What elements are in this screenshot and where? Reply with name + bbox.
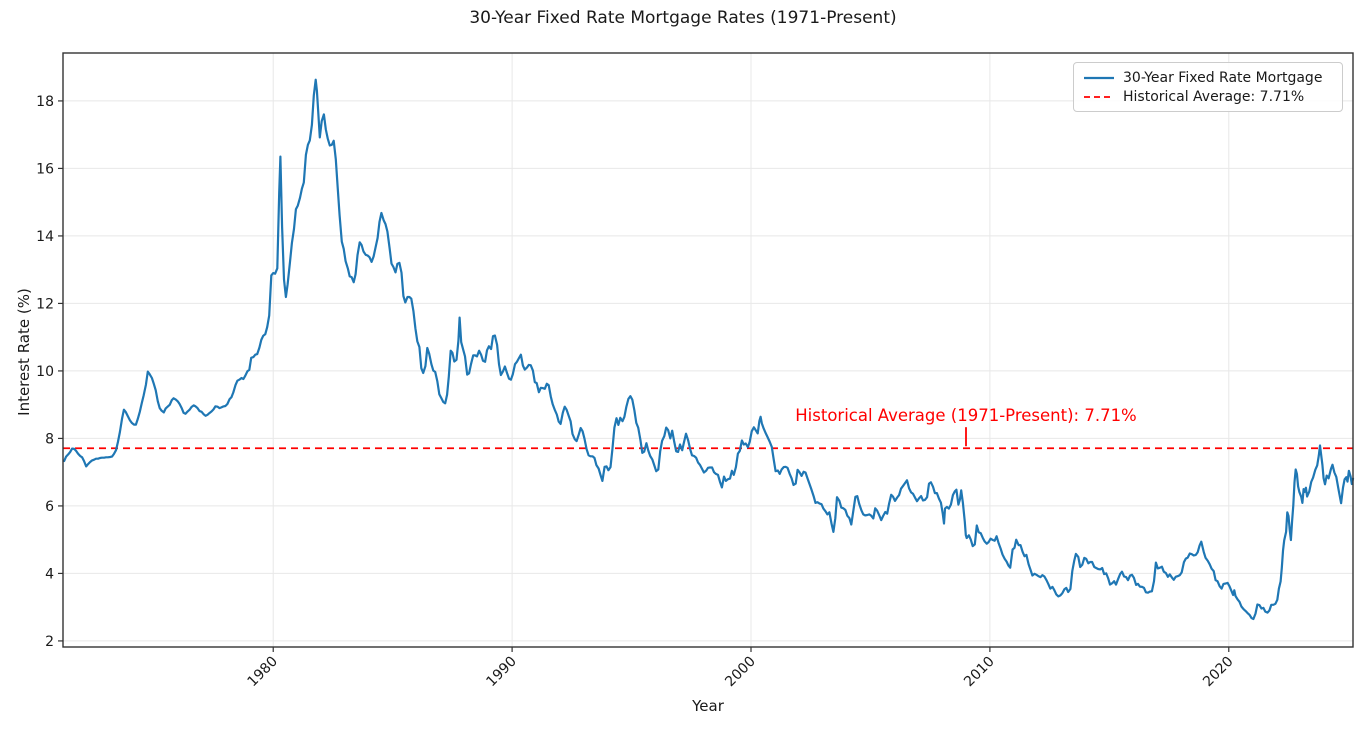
x-tick-label: 1980	[245, 654, 282, 691]
solid-line-swatch	[1084, 76, 1114, 79]
y-tick-label: 16	[36, 161, 54, 177]
y-tick-label: 4	[45, 566, 54, 582]
plot-border	[62, 52, 1354, 648]
y-tick-label: 14	[36, 229, 54, 245]
y-axis-label: Interest Rate (%)	[15, 288, 33, 416]
historical-average-annotation: Historical Average (1971-Present): 7.71%	[795, 406, 1137, 426]
chart-title: 30-Year Fixed Rate Mortgage Rates (1971-…	[469, 8, 897, 28]
x-tick-label: 2000	[722, 654, 759, 691]
y-tick-label: 18	[36, 94, 54, 110]
legend-label-average: Historical Average: 7.71%	[1123, 88, 1305, 105]
y-tick-label: 8	[45, 431, 54, 447]
dashed-line-swatch	[1084, 95, 1114, 98]
x-axis-label: Year	[692, 697, 724, 715]
x-tick-label: 2020	[1200, 654, 1237, 691]
x-tick-label: 2010	[961, 654, 998, 691]
legend: 30-Year Fixed Rate Mortgage Historical A…	[1073, 62, 1343, 112]
legend-label-mortgage: 30-Year Fixed Rate Mortgage	[1123, 69, 1323, 86]
x-tick-label: 1990	[483, 654, 520, 691]
y-tick-label: 12	[36, 296, 54, 312]
legend-item-average: Historical Average: 7.71%	[1083, 87, 1333, 106]
legend-item-mortgage: 30-Year Fixed Rate Mortgage	[1083, 68, 1333, 87]
mortgage-rate-line	[63, 78, 1355, 621]
y-tick-label: 2	[45, 634, 54, 650]
y-tick-label: 10	[36, 364, 54, 380]
y-tick-label: 6	[45, 499, 54, 515]
